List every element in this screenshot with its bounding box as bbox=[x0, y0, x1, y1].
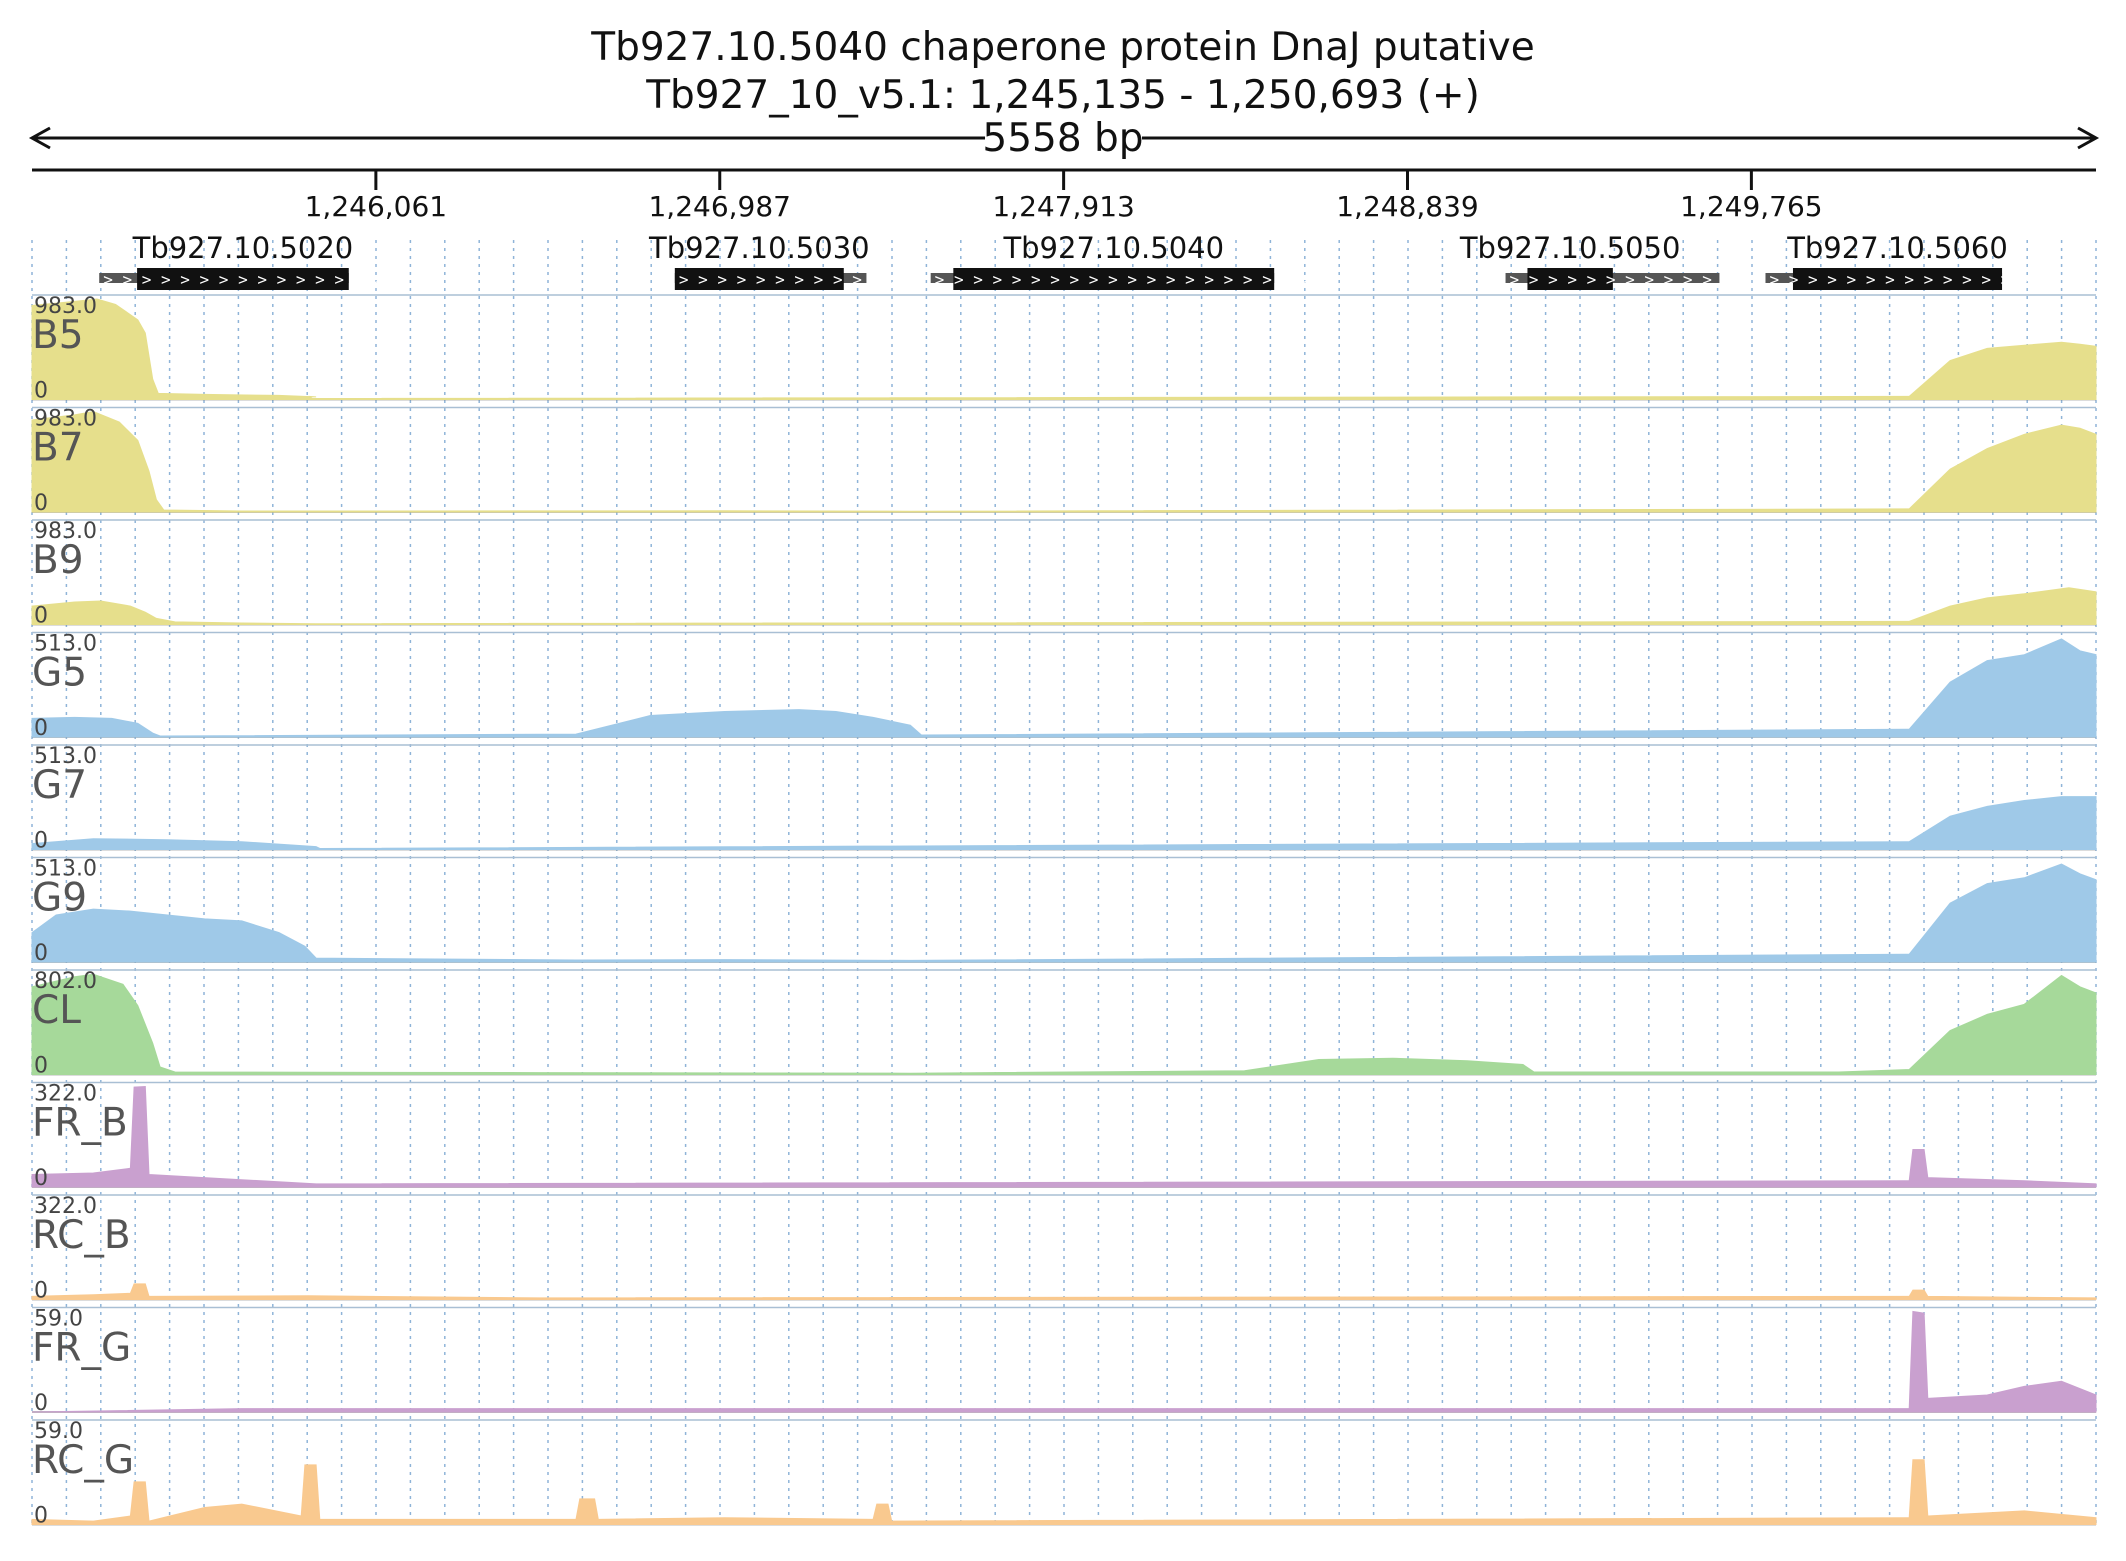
track-FR_G: 59.0FR_G 0 bbox=[31, 1307, 2097, 1416]
gridlines bbox=[31, 240, 2097, 1525]
coverage-area bbox=[31, 863, 2097, 963]
track-max-label: 513.0 bbox=[34, 632, 97, 657]
gene-label: Tb927.10.5050 bbox=[1459, 231, 1681, 265]
track-max-label: 983.0 bbox=[34, 294, 97, 319]
track-max-label: 322.0 bbox=[34, 1082, 97, 1107]
gene-cds-bar bbox=[674, 268, 844, 290]
track-FR_B: 322.0FR_B 0 bbox=[31, 1082, 2097, 1191]
track-max-label: 983.0 bbox=[34, 519, 97, 544]
track-CL: 802.0CL 0 bbox=[31, 969, 2097, 1079]
strand-arrows-icon: > > > > > > > > > > > > bbox=[679, 270, 901, 289]
coverage-area bbox=[31, 298, 2097, 400]
gene-Tb927.10.5040: Tb927.10.5040 > > > > > > > > > > > > > >… bbox=[930, 231, 1330, 290]
chart-title: Tb927.10.5040 chaperone protein DnaJ put… bbox=[590, 25, 1534, 70]
track-max-label: 59.0 bbox=[34, 1419, 83, 1444]
x-tick-label: 1,246,987 bbox=[648, 190, 791, 223]
track-zero-label: 0 bbox=[34, 716, 48, 741]
track-RC_G: 59.0RC_G 0 bbox=[31, 1419, 2097, 1529]
track-zero-label: 0 bbox=[34, 379, 48, 404]
x-tick-label: 1,246,061 bbox=[305, 190, 448, 223]
track-name: B7 bbox=[32, 426, 84, 471]
track-max-label: 983.0 bbox=[34, 407, 97, 432]
track-zero-label: 0 bbox=[34, 1166, 48, 1191]
coverage-area bbox=[31, 638, 2097, 738]
coverage-tracks: 983.0B50983.0B70983.0B90513.0G50513.0G70… bbox=[31, 294, 2097, 1529]
gene-label: Tb927.10.5030 bbox=[648, 231, 870, 265]
track-G9: 513.0G9 0 bbox=[31, 857, 2097, 966]
track-max-label: 513.0 bbox=[34, 857, 97, 882]
coverage-area bbox=[31, 410, 2097, 513]
strand-arrows-icon: > > > > > > > > > > > > > bbox=[1510, 270, 1751, 289]
coverage-area bbox=[31, 1310, 2097, 1413]
gene-label: Tb927.10.5060 bbox=[1786, 231, 2008, 265]
track-zero-label: 0 bbox=[34, 1054, 48, 1079]
gene-label: Tb927.10.5040 bbox=[1002, 231, 1224, 265]
coverage-area bbox=[31, 587, 2097, 625]
track-max-label: 513.0 bbox=[34, 744, 97, 769]
track-name: RC_G bbox=[32, 1438, 134, 1483]
track-RC_B: 322.0RC_B 0 bbox=[31, 1194, 2097, 1304]
track-name: G5 bbox=[32, 651, 87, 696]
gene-Tb927.10.5030: Tb927.10.5030 > > > > > > > > > > > > bbox=[648, 231, 900, 290]
track-name: B5 bbox=[32, 313, 84, 358]
strand-arrows-icon: > > > > > > > > > > > > > > > bbox=[103, 270, 382, 289]
x-tick-label: 1,247,913 bbox=[992, 190, 1135, 223]
coverage-area bbox=[31, 973, 2097, 1075]
gene-cds-bar bbox=[953, 268, 1275, 290]
strand-arrows-icon: > > > > > > > > > > > > > > > > > > > > … bbox=[935, 270, 1330, 289]
x-axis-ticks: 1,246,061 1,246,987 1,247,913 1,248,839 1,24… bbox=[305, 170, 1823, 223]
coverage-area bbox=[31, 796, 2097, 850]
arrow-right-icon bbox=[2077, 126, 2100, 150]
span-label: 5558 bp bbox=[982, 116, 1143, 161]
chart-subtitle: Tb927_10_v5.1: 1,245,135 - 1,250,693 (+) bbox=[645, 73, 1480, 118]
arrow-left-icon bbox=[28, 126, 51, 150]
track-zero-label: 0 bbox=[34, 941, 48, 966]
track-name: B9 bbox=[32, 538, 84, 583]
track-name: G7 bbox=[32, 763, 87, 808]
track-zero-label: 0 bbox=[34, 1504, 48, 1529]
gene-Tb927.10.5060: Tb927.10.5060 > > > > > > > > > > > > > >… bbox=[1765, 231, 2049, 290]
gene-cds-bar bbox=[1792, 268, 2003, 290]
coverage-area bbox=[31, 1085, 2097, 1188]
x-tick-label: 1,248,839 bbox=[1336, 190, 1479, 223]
track-max-label: 322.0 bbox=[34, 1194, 97, 1219]
track-zero-label: 0 bbox=[34, 1391, 48, 1416]
gene-Tb927.10.5050: Tb927.10.5050 > > > > > > > > > > > > > bbox=[1459, 231, 1751, 290]
track-name: FR_G bbox=[32, 1326, 131, 1371]
gene-Tb927.10.5020: Tb927.10.5020 > > > > > > > > > > > > > >… bbox=[99, 231, 383, 290]
track-zero-label: 0 bbox=[34, 829, 48, 854]
track-B5: 983.0B5 0 bbox=[31, 294, 2097, 404]
track-zero-label: 0 bbox=[34, 604, 48, 629]
track-G7: 513.0G7 0 bbox=[31, 744, 2097, 854]
coverage-area bbox=[31, 1459, 2097, 1525]
gene-cds-bar bbox=[137, 268, 349, 290]
track-name: CL bbox=[32, 988, 81, 1033]
track-G5: 513.0G5 0 bbox=[31, 632, 2097, 741]
track-B9: 983.0B9 0 bbox=[31, 519, 2097, 629]
track-name: FR_B bbox=[32, 1101, 128, 1146]
track-name: RC_B bbox=[32, 1213, 131, 1258]
coverage-area bbox=[31, 1283, 2097, 1300]
x-tick-label: 1,249,765 bbox=[1680, 190, 1823, 223]
gene-cds-bar bbox=[1527, 268, 1613, 290]
track-max-label: 59.0 bbox=[34, 1307, 83, 1332]
span-indicator: 5558 bp bbox=[28, 116, 2100, 161]
strand-arrows-icon: > > > > > > > > > > > > > > > bbox=[1769, 270, 2048, 289]
track-B7: 983.0B7 0 bbox=[31, 407, 2097, 516]
track-max-label: 802.0 bbox=[34, 969, 97, 994]
track-zero-label: 0 bbox=[34, 1279, 48, 1304]
gene-track: Tb927.10.5020 > > > > > > > > > > > > > >… bbox=[99, 231, 2049, 290]
track-zero-label: 0 bbox=[34, 491, 48, 516]
gene-label: Tb927.10.5020 bbox=[132, 231, 354, 265]
track-name: G9 bbox=[32, 876, 87, 921]
